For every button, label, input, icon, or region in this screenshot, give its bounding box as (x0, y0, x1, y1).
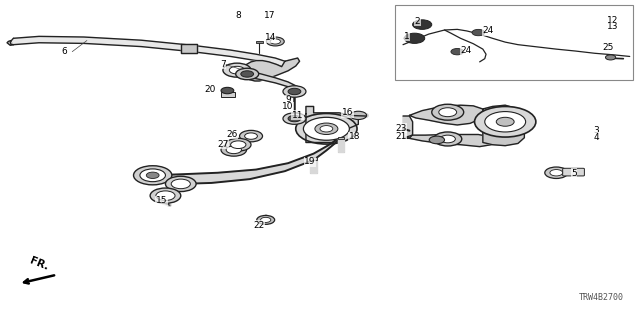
Text: 22: 22 (253, 221, 265, 230)
Text: 24: 24 (461, 45, 472, 55)
Circle shape (134, 166, 172, 185)
Circle shape (404, 33, 425, 44)
Polygon shape (410, 105, 486, 125)
Circle shape (223, 63, 251, 77)
Circle shape (320, 125, 333, 132)
Circle shape (225, 138, 251, 151)
Polygon shape (483, 105, 524, 146)
Polygon shape (244, 58, 300, 81)
Text: 1: 1 (404, 32, 410, 41)
Text: 17: 17 (264, 11, 276, 20)
Text: 2: 2 (415, 17, 420, 26)
Circle shape (605, 55, 616, 60)
Circle shape (236, 68, 259, 80)
Bar (396, 4, 633, 80)
Text: 5: 5 (571, 169, 577, 178)
Circle shape (350, 111, 367, 120)
Polygon shape (338, 139, 344, 152)
Circle shape (221, 87, 234, 94)
Text: 7: 7 (220, 60, 225, 69)
Text: FR.: FR. (28, 256, 50, 272)
Circle shape (257, 215, 275, 224)
Circle shape (451, 49, 464, 55)
Text: TRW4B2700: TRW4B2700 (579, 293, 623, 302)
Text: 27: 27 (217, 140, 228, 148)
Circle shape (283, 113, 306, 124)
Text: 24: 24 (483, 27, 494, 36)
Circle shape (472, 29, 484, 36)
Text: 20: 20 (204, 85, 216, 94)
Circle shape (545, 167, 568, 179)
FancyBboxPatch shape (563, 168, 584, 176)
Text: 10: 10 (282, 102, 294, 111)
Polygon shape (181, 44, 197, 53)
Circle shape (229, 66, 244, 74)
Polygon shape (306, 107, 358, 142)
Bar (221, 92, 235, 97)
Text: 11: 11 (292, 111, 303, 120)
Circle shape (156, 191, 175, 200)
Text: 6: 6 (61, 47, 67, 56)
Circle shape (434, 132, 462, 146)
Circle shape (172, 179, 190, 189)
Text: 16: 16 (342, 108, 353, 117)
Polygon shape (403, 116, 413, 138)
Circle shape (239, 130, 262, 142)
Circle shape (315, 123, 338, 134)
Circle shape (550, 170, 563, 176)
Text: 4: 4 (593, 132, 599, 141)
Circle shape (413, 20, 432, 29)
Text: 9: 9 (285, 95, 291, 104)
Polygon shape (153, 140, 338, 184)
Circle shape (230, 141, 246, 148)
Circle shape (140, 169, 166, 182)
Polygon shape (13, 36, 285, 68)
Text: 12: 12 (607, 16, 619, 25)
Text: 15: 15 (156, 196, 168, 205)
Circle shape (283, 86, 306, 97)
Circle shape (226, 146, 241, 154)
Circle shape (147, 172, 159, 179)
Circle shape (150, 188, 180, 203)
Circle shape (303, 117, 349, 140)
Text: 13: 13 (607, 22, 619, 31)
Circle shape (260, 217, 271, 222)
Text: 8: 8 (236, 12, 241, 20)
Text: 21: 21 (396, 132, 407, 140)
Text: 23: 23 (396, 124, 407, 132)
Circle shape (221, 143, 246, 156)
Circle shape (266, 37, 284, 46)
Polygon shape (248, 71, 302, 93)
Circle shape (496, 117, 514, 126)
Text: 25: 25 (602, 43, 614, 52)
Text: 19: 19 (304, 157, 316, 166)
Circle shape (474, 107, 536, 137)
Circle shape (432, 104, 464, 120)
Bar (338, 137, 344, 139)
Circle shape (288, 88, 301, 95)
Bar (256, 41, 262, 43)
Text: 18: 18 (349, 132, 360, 141)
Circle shape (244, 133, 257, 139)
Circle shape (166, 176, 196, 192)
Circle shape (429, 136, 445, 144)
Text: 14: 14 (264, 33, 276, 42)
Circle shape (270, 39, 280, 44)
Polygon shape (7, 41, 13, 45)
Circle shape (241, 71, 253, 77)
Polygon shape (406, 134, 495, 147)
Polygon shape (310, 160, 317, 173)
Circle shape (440, 135, 456, 143)
Text: 3: 3 (593, 126, 599, 135)
Circle shape (439, 108, 457, 117)
Circle shape (296, 114, 357, 144)
Text: 26: 26 (226, 130, 237, 139)
Circle shape (484, 112, 525, 132)
Bar (310, 157, 317, 160)
Circle shape (288, 116, 301, 122)
